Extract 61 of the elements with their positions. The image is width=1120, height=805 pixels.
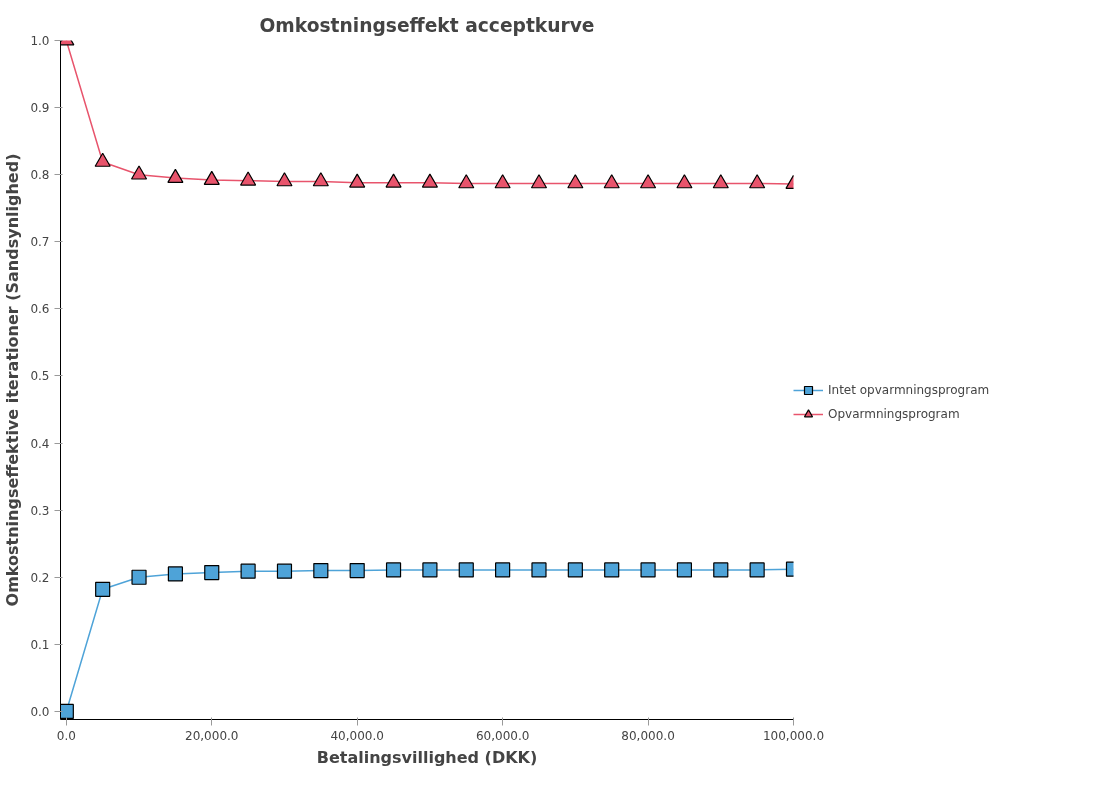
y-tick-label: 0.5 bbox=[30, 369, 50, 384]
y-tick-label: 0.3 bbox=[30, 503, 50, 518]
point bbox=[639, 174, 657, 189]
point bbox=[567, 562, 583, 578]
point bbox=[603, 174, 620, 189]
y-tick-label: 1.0 bbox=[30, 34, 50, 48]
point bbox=[167, 566, 183, 582]
point bbox=[712, 174, 729, 189]
y-tick-label: 0.1 bbox=[30, 637, 50, 652]
point bbox=[312, 172, 329, 187]
point bbox=[204, 564, 220, 581]
x-tick-label: 60,000.0 bbox=[475, 728, 530, 743]
point bbox=[95, 581, 111, 597]
y-tick-label: 0.0 bbox=[30, 704, 50, 719]
point bbox=[349, 173, 366, 188]
point bbox=[240, 171, 257, 186]
point bbox=[713, 562, 729, 578]
point bbox=[640, 562, 656, 578]
point bbox=[494, 174, 511, 189]
y-tick-label: 0.6 bbox=[30, 302, 50, 317]
point bbox=[421, 173, 439, 188]
x-tick-label: 0.0 bbox=[56, 728, 76, 743]
x-tick-label: 20,000.0 bbox=[185, 728, 239, 743]
point bbox=[94, 152, 111, 167]
point bbox=[276, 172, 293, 187]
x-tick-label: 80,000.0 bbox=[621, 728, 675, 743]
point bbox=[567, 174, 584, 189]
point bbox=[130, 165, 148, 180]
point bbox=[276, 563, 293, 579]
x-tick-label: 40,000.0 bbox=[330, 728, 384, 743]
point bbox=[458, 562, 474, 578]
point bbox=[422, 562, 438, 578]
chart-title: Omkostningseffekt acceptkurve bbox=[259, 14, 595, 36]
point bbox=[604, 562, 620, 578]
point bbox=[385, 562, 402, 578]
y-tick-label: 0.4 bbox=[30, 436, 50, 451]
y-tick-label: 0.2 bbox=[30, 570, 50, 585]
point bbox=[203, 170, 220, 185]
point bbox=[458, 174, 475, 189]
point bbox=[749, 174, 766, 189]
legend-label: Intet opvarmningsprogram bbox=[828, 383, 990, 397]
x-tick-label: 100,000.0 bbox=[762, 728, 825, 743]
point bbox=[385, 173, 402, 188]
y-tick-label: 0.7 bbox=[30, 235, 50, 250]
point bbox=[530, 174, 548, 189]
point bbox=[131, 569, 147, 585]
point bbox=[676, 174, 693, 189]
point bbox=[60, 703, 74, 720]
y-tick-label: 0.9 bbox=[30, 101, 50, 116]
point bbox=[313, 562, 329, 579]
point bbox=[167, 168, 184, 183]
point bbox=[349, 562, 365, 579]
y-axis-title: Omkostningseffektive iterationer (Sandsynlighed) bbox=[3, 153, 23, 607]
legend-label: Opvarmningsprogram bbox=[828, 407, 960, 421]
point bbox=[240, 563, 256, 579]
point bbox=[749, 562, 765, 578]
x-axis-title: Betalingsvillighed (DKK) bbox=[316, 747, 538, 767]
y-tick-label: 0.8 bbox=[30, 168, 50, 183]
point bbox=[531, 562, 547, 578]
point bbox=[495, 562, 511, 578]
point bbox=[676, 562, 693, 578]
